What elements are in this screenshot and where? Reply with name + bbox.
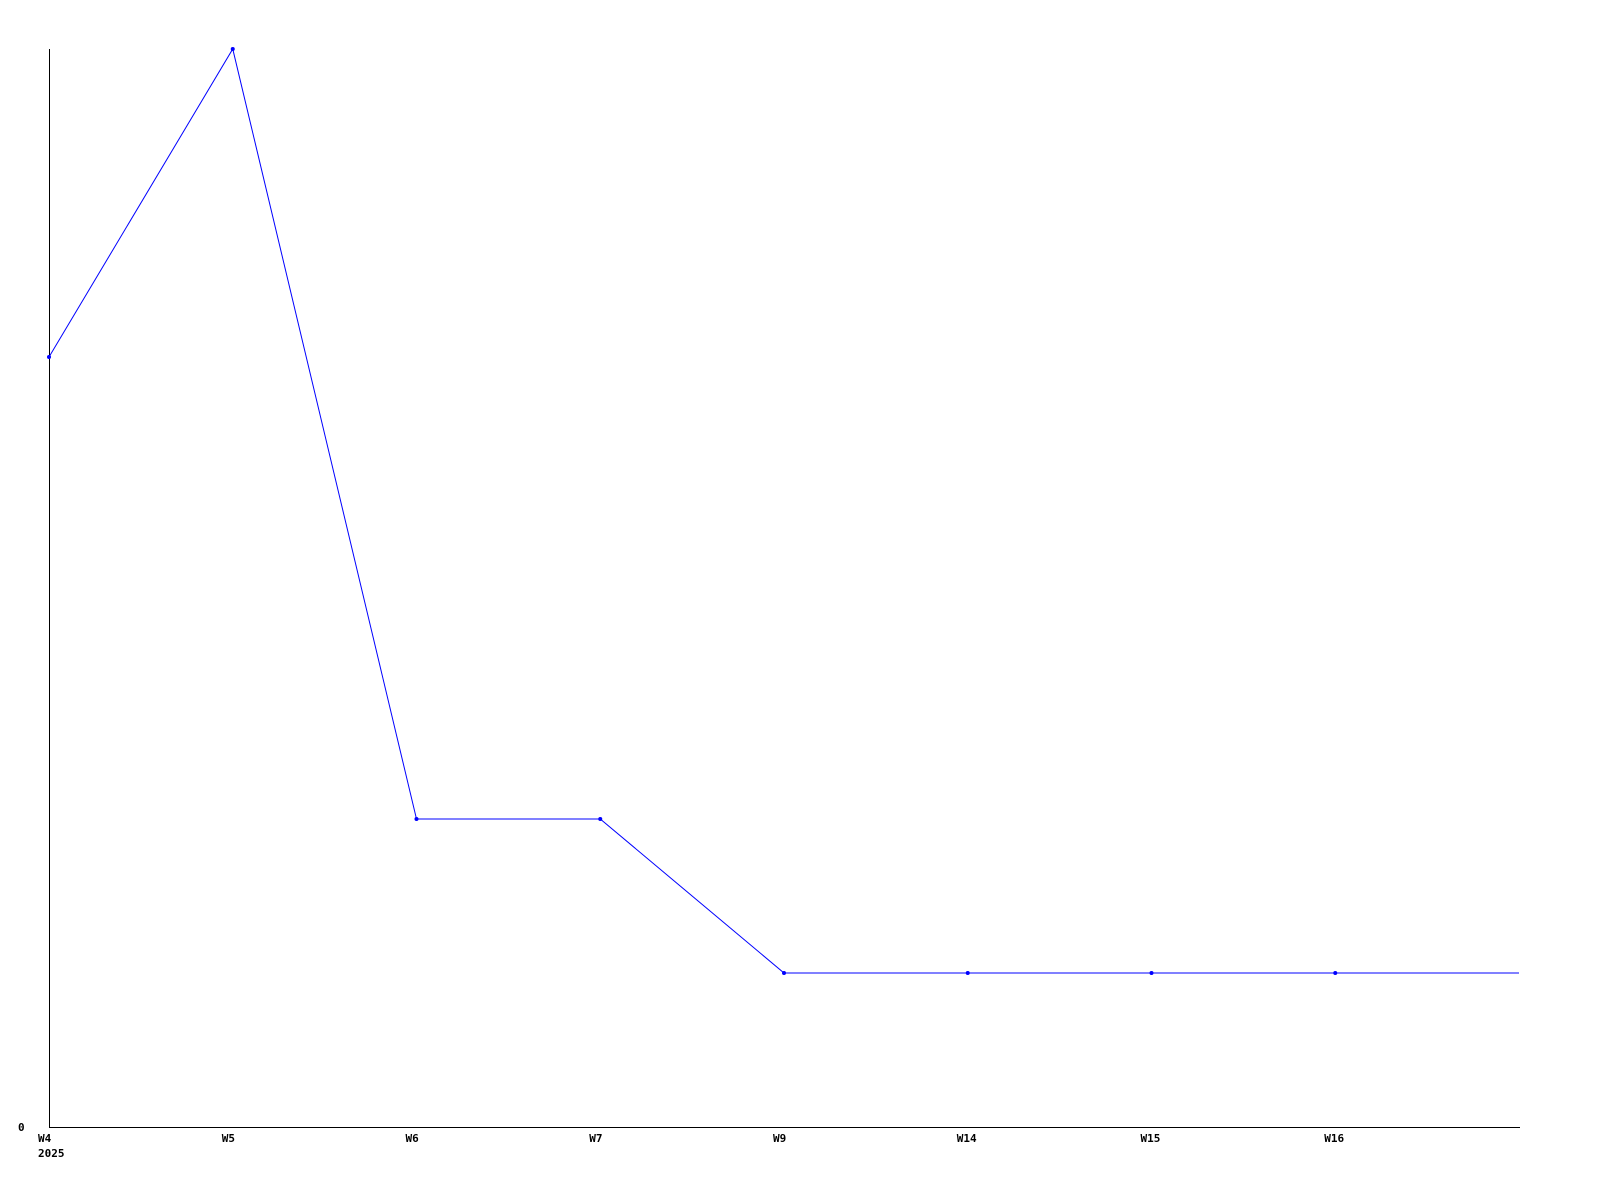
data-point (230, 47, 235, 51)
data-point (414, 817, 419, 821)
y-tick-label: 0 (18, 1121, 25, 1134)
data-point (1333, 971, 1338, 975)
series-line (48, 47, 1519, 974)
x-tick-label: W16 (1324, 1132, 1344, 1145)
x-tick-label: W15 (1141, 1132, 1161, 1145)
x-tick-label: W6 (406, 1132, 420, 1145)
x-tick-label: W7 (589, 1132, 602, 1145)
x-tick-label: W4 (38, 1132, 52, 1145)
x-tick-label: W5 (222, 1132, 235, 1145)
x-year-label: 2025 (38, 1147, 65, 1160)
data-point (47, 355, 51, 359)
x-tick-label: W9 (773, 1132, 786, 1145)
data-point (965, 971, 970, 975)
x-tick-label: W14 (957, 1132, 977, 1145)
data-point (598, 817, 603, 821)
data-point (782, 971, 786, 975)
data-point (1149, 971, 1154, 975)
